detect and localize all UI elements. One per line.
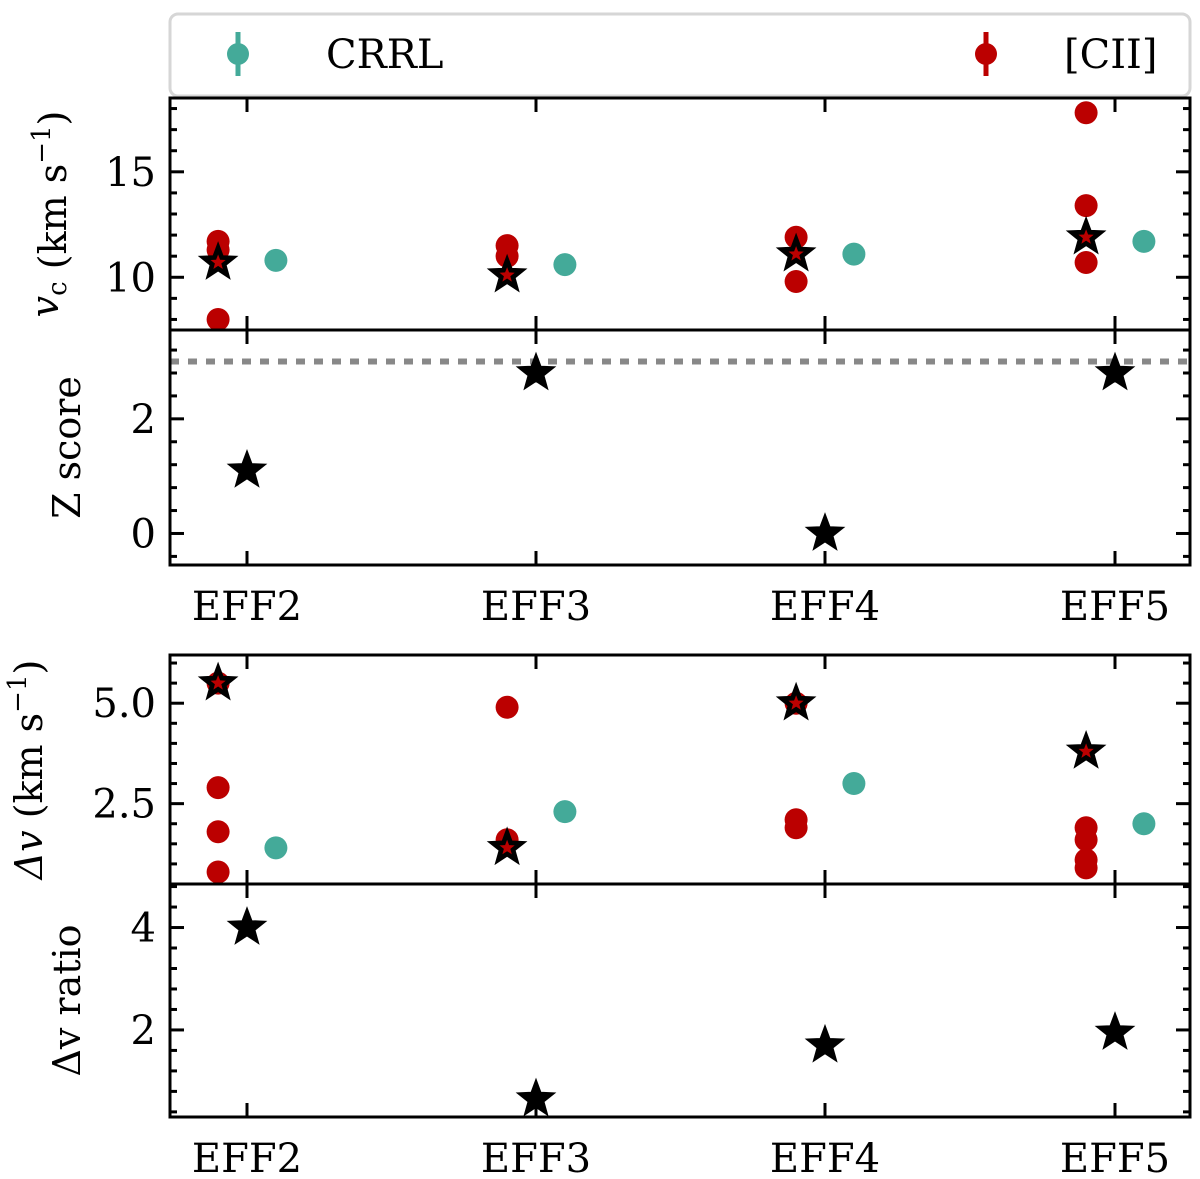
panel-vc: 10 15 vc (km s−1) <box>23 96 1192 332</box>
x-tick-label-EFF5: EFF5 <box>1060 1136 1170 1179</box>
star-point-EFF5-3 <box>1094 351 1136 391</box>
y-tick-label: 15 <box>105 150 156 196</box>
legend-crrl-marker <box>227 32 249 76</box>
star-point-EFF5-3 <box>1094 1011 1136 1050</box>
crrl-point-EFF4-2 <box>842 242 866 266</box>
star-point-EFF2-0 <box>226 448 268 488</box>
cii-point-EFF3-4 <box>495 695 519 719</box>
x-tick-label-EFF3: EFF3 <box>481 1136 591 1179</box>
y-axis-label: Δv (km s−1) <box>3 660 51 882</box>
legend: CRRL [CII] <box>168 12 1192 98</box>
cii-point-EFF5-12 <box>1074 856 1098 880</box>
panel-dvratio: 2 4 EFF2 EFF3 EFF4 EFF5 Δv ratio <box>45 882 1192 1179</box>
panel-dv: 2.5 5.0 Δv (km s−1) <box>3 653 1192 886</box>
y-tick-label: 10 <box>105 255 156 301</box>
cii-point-EFF5-10 <box>1074 828 1098 852</box>
crrl-point-EFF3-1 <box>553 253 577 277</box>
axis-frame <box>168 328 1192 567</box>
cii-point-EFF2-2 <box>206 820 230 844</box>
cii-point-EFF2-3 <box>206 860 230 884</box>
panel-zscore: 0 2 EFF2 EFF3 EFF4 EFF5 Z score <box>45 328 1192 630</box>
x-tick-label-EFF2: EFF2 <box>192 1136 302 1179</box>
crrl-point-EFF2-0 <box>264 248 288 272</box>
legend-crrl-dot <box>227 43 249 65</box>
star-point-EFF3-1 <box>515 351 557 391</box>
x-tick-label-EFF5: EFF5 <box>1060 584 1170 630</box>
cii-point-EFF4-6 <box>784 269 808 293</box>
axis-frame <box>168 653 1192 886</box>
crrl-point-EFF4-2 <box>842 772 866 796</box>
star-inner-EFF2-0 <box>210 675 226 690</box>
legend-cii-dot <box>975 43 997 65</box>
x-tick-label-EFF4: EFF4 <box>770 584 880 630</box>
cii-point-EFF4-8 <box>784 816 808 840</box>
crrl-point-EFF5-3 <box>1132 229 1156 253</box>
star-inner-EFF5-3 <box>1078 229 1094 244</box>
x-tick-label-EFF3: EFF3 <box>481 584 591 630</box>
y-axis-label: Δv ratio <box>45 924 89 1076</box>
y-tick-label: 4 <box>131 906 156 952</box>
y-tick-label: 5.0 <box>92 681 156 727</box>
y-tick-label: 0 <box>131 511 156 557</box>
legend-crrl-label: CRRL <box>326 32 443 78</box>
star-inner-EFF4-2 <box>788 246 804 261</box>
legend-box <box>168 12 1192 98</box>
axis-frame <box>168 882 1192 1119</box>
legend-cii-label: [CII] <box>1064 32 1157 78</box>
star-inner-EFF2-0 <box>210 254 226 269</box>
star-point-EFF2-0 <box>226 906 268 945</box>
crrl-point-EFF2-0 <box>264 836 288 860</box>
x-tick-label-EFF4: EFF4 <box>770 1136 880 1179</box>
y-axis-label: Z score <box>45 376 89 519</box>
y-axis-label: vc (km s−1) <box>23 111 75 318</box>
star-point-EFF4-2 <box>804 512 846 551</box>
x-tick-label-EFF2: EFF2 <box>192 584 302 630</box>
star-point-EFF3-1 <box>515 1077 557 1117</box>
star-inner-EFF3-1 <box>499 839 515 855</box>
crrl-point-EFF3-1 <box>553 800 577 824</box>
y-tick-label: 2 <box>131 1008 156 1054</box>
cii-point-EFF5-7 <box>1074 101 1098 125</box>
crrl-point-EFF5-3 <box>1132 812 1156 836</box>
cii-point-EFF2-1 <box>206 776 230 800</box>
star-inner-EFF4-2 <box>788 695 804 710</box>
cii-point-EFF5-9 <box>1074 251 1098 275</box>
cii-point-EFF5-8 <box>1074 194 1098 218</box>
star-point-EFF4-2 <box>804 1023 846 1063</box>
cii-point-EFF2-2 <box>206 307 230 331</box>
legend-cii-marker <box>975 32 997 76</box>
star-inner-EFF5-3 <box>1078 743 1094 758</box>
y-tick-label: 2 <box>131 397 156 443</box>
y-tick-label: 2.5 <box>92 782 156 828</box>
star-inner-EFF3-1 <box>499 267 515 282</box>
axis-frame <box>168 96 1192 332</box>
